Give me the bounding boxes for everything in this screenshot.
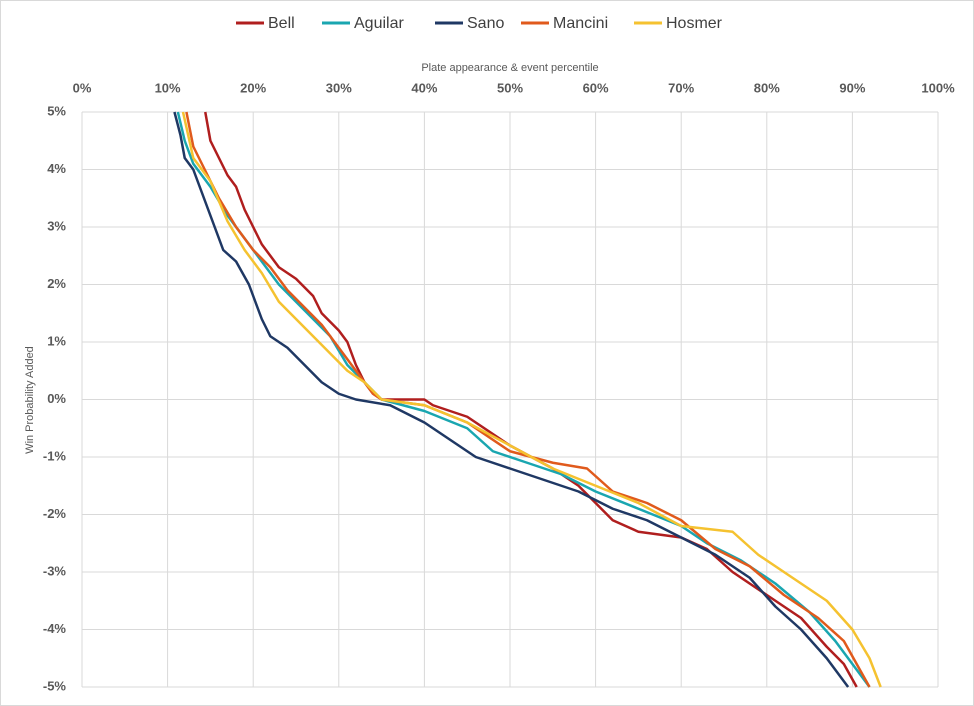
y-tick-label: 2% [47, 276, 66, 291]
x-tick-label: 50% [497, 80, 523, 95]
y-tick-label: 3% [47, 218, 66, 233]
x-tick-label: 40% [411, 80, 437, 95]
y-axis-title: Win Probability Added [24, 346, 36, 454]
y-tick-label: 0% [47, 391, 66, 406]
y-tick-label: -5% [43, 678, 67, 693]
legend-label: Mancini [553, 15, 608, 32]
y-tick-label: 5% [47, 103, 66, 118]
legend-label: Hosmer [666, 15, 723, 32]
x-tick-label: 90% [839, 80, 865, 95]
y-tick-label: -3% [43, 563, 67, 578]
x-tick-label: 80% [754, 80, 780, 95]
series-line [173, 111, 850, 688]
x-axis-title: Plate appearance & event percentile [421, 62, 598, 74]
y-tick-label: -4% [43, 621, 67, 636]
y-tick-label: -2% [43, 506, 67, 521]
legend-label: Aguilar [354, 15, 404, 32]
x-tick-label: 30% [326, 80, 352, 95]
y-tick-label: -1% [43, 448, 67, 463]
x-tick-label: 70% [668, 80, 694, 95]
legend-label: Bell [268, 15, 295, 32]
x-tick-label: 0% [73, 80, 92, 95]
x-tick-label: 100% [921, 80, 955, 95]
x-tick-label: 20% [240, 80, 266, 95]
series-line [181, 111, 882, 688]
y-tick-label: 1% [47, 333, 66, 348]
x-tick-label: 60% [583, 80, 609, 95]
y-tick-label: 4% [47, 161, 66, 176]
x-tick-label: 10% [155, 80, 181, 95]
legend-label: Sano [467, 15, 504, 32]
